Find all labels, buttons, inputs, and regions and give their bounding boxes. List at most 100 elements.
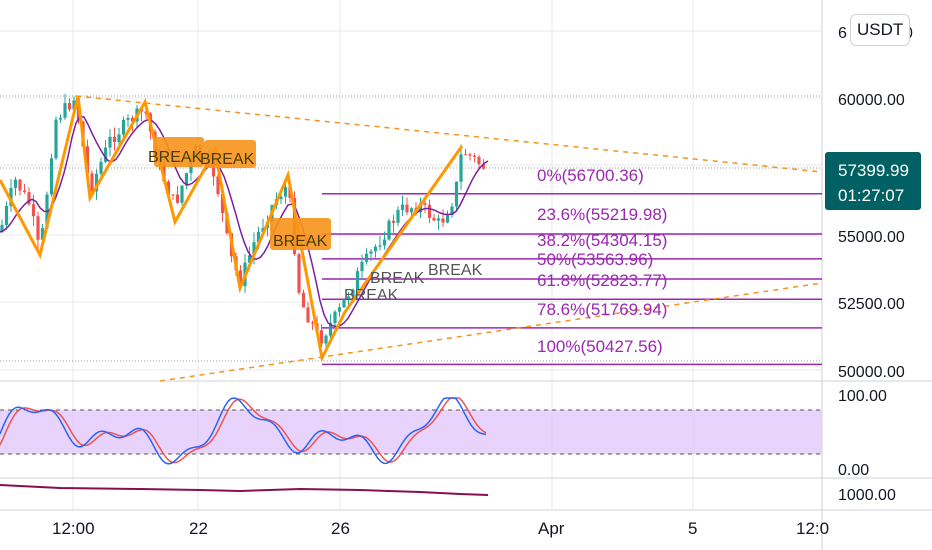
break-label-3: BREAK [273, 233, 328, 250]
candle-body [369, 251, 373, 254]
break-label-4: BREAK [370, 270, 425, 287]
candle-body [85, 146, 90, 174]
candle-body [391, 220, 396, 223]
candle-body [31, 204, 36, 217]
candle-body [27, 192, 31, 205]
candle-body [211, 160, 216, 177]
candle-body [360, 261, 364, 272]
candle-body [306, 307, 310, 323]
fib-label-100: 100%(50427.56) [537, 337, 663, 356]
candle-body [103, 147, 108, 162]
time-axis[interactable]: 12:00 22 26 Apr 5 12:0 [52, 519, 829, 538]
candle-body [63, 103, 67, 118]
candle-body [346, 296, 351, 300]
fibonacci-retracement[interactable] [322, 193, 822, 366]
candle-body [166, 181, 171, 195]
candle-body [54, 119, 58, 159]
candle-body [126, 118, 130, 120]
candle-body [445, 215, 450, 223]
candle-body [405, 204, 409, 213]
candle-body [328, 323, 333, 336]
candle-body [9, 187, 13, 206]
candle-body [117, 134, 121, 143]
stochastic-d-line [0, 397, 487, 464]
trend-lines[interactable] [75, 95, 823, 382]
candle-body [463, 154, 468, 156]
break-annotations[interactable]: BREAK BREAK BREAK BREAK BREAK BREAK [148, 137, 483, 304]
break-box-2 [204, 140, 256, 168]
candle-body [112, 136, 117, 143]
candle-body [423, 203, 427, 205]
candle-body [382, 239, 387, 246]
price-axis[interactable]: 6 0 60000.00 55000.00 52500.00 50000.00 … [838, 25, 913, 504]
candle-body [22, 190, 27, 193]
candle-body [99, 161, 103, 174]
candle-body [18, 179, 22, 191]
candle-body [144, 111, 148, 114]
candle-body [279, 196, 283, 200]
candle-body [108, 136, 112, 148]
stochastic-pane [0, 397, 822, 465]
currency-badge[interactable]: USDT [850, 14, 911, 46]
osc-tick-100: 100.00 [838, 388, 887, 405]
candle-body [441, 218, 445, 223]
current-price-countdown: 01:27:07 [838, 186, 904, 205]
candle-body [67, 103, 72, 110]
candle-body [454, 181, 459, 207]
candle-body [432, 217, 436, 221]
candle-body [4, 205, 9, 225]
lower-pane-tick: 1000.00 [838, 487, 896, 504]
current-price-label: 57399.99 [838, 161, 909, 180]
candlestick-series [0, 93, 486, 348]
candle-body [13, 179, 18, 188]
current-price-marker[interactable]: 57399.99 01:27:07 [825, 152, 921, 210]
price-tick-55000: 55000.00 [838, 229, 905, 246]
price-reference-lines [0, 95, 822, 362]
candle-body [171, 194, 175, 196]
fib-label-1272-clipped: 127.2%(48721.23) [537, 378, 677, 397]
fibonacci-labels: 0%(56700.36) 23.6%(55219.98) 38.2%(54304… [537, 166, 667, 356]
candle-body [396, 209, 400, 223]
candle-body [468, 154, 472, 156]
time-label-5: 5 [688, 519, 697, 538]
candle-body [472, 155, 477, 157]
stochastic-k-line [0, 397, 487, 465]
fib-label-1272: 127.2%(48721.23) [537, 378, 677, 397]
candle-body [297, 254, 301, 293]
candle-body [409, 208, 414, 213]
candle-body [319, 330, 324, 344]
candle-body [216, 176, 220, 195]
fib-label-786: 78.6%(51769.94) [537, 300, 667, 319]
candle-body [355, 271, 360, 290]
lower-pane-line [0, 484, 489, 496]
candle-body [378, 245, 382, 247]
candle-body [427, 204, 432, 218]
break-box-3 [270, 218, 331, 250]
fib-label-618: 61.8%(52823.77) [537, 271, 667, 290]
break-label-6: BREAK [428, 262, 483, 279]
zigzag-pattern[interactable] [0, 95, 464, 363]
candle-body [324, 335, 328, 344]
candle-body [387, 220, 391, 240]
candle-body [90, 173, 94, 192]
candle-body [256, 231, 261, 243]
time-label-26: 26 [331, 519, 350, 538]
candle-body [180, 185, 184, 203]
candle-body [283, 187, 288, 197]
lower-trendline [159, 282, 823, 382]
candle-body [373, 246, 378, 252]
candle-body [337, 307, 342, 312]
current-price-box [825, 152, 921, 210]
time-label-1200b: 12:0 [796, 519, 829, 538]
break-label-5: BREAK [344, 287, 399, 304]
candle-body [261, 228, 265, 232]
fib-label-236: 23.6%(55219.98) [537, 205, 667, 224]
osc-tick-0: 0.00 [838, 462, 869, 479]
candle-body [351, 289, 355, 297]
candle-body [252, 242, 256, 256]
candle-body [58, 117, 63, 120]
candle-body [94, 173, 99, 192]
time-label-apr: Apr [538, 519, 565, 538]
